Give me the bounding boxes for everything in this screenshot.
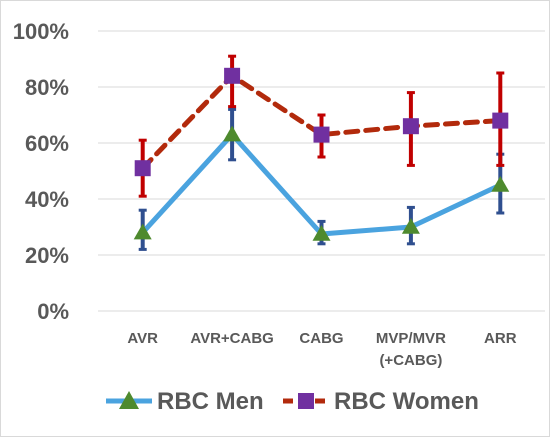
y-tick-label: 60% [25,131,69,156]
legend-item: RBC Men [106,388,264,415]
x-tick-label: ARR [484,330,517,347]
y-tick-label: 0% [37,299,69,324]
x-tick-label: CABG [299,330,343,347]
y-tick-label: 20% [25,243,69,268]
x-tick-label: MVP/MVR [376,330,446,347]
y-tick-label: 100% [13,19,69,44]
data-point-marker [223,125,242,142]
data-point-marker [312,225,331,241]
data-point-marker [133,223,152,240]
legend-marker [298,393,314,409]
series-rbc-women [134,54,509,198]
y-tick-label: 40% [25,187,69,212]
legend-label: RBC Women [334,388,479,415]
x-tick-label: AVR+CABG [190,330,273,347]
data-point-marker [402,118,419,135]
data-point-marker [134,160,151,177]
y-tick-label: 80% [25,75,69,100]
data-point-marker [491,176,510,192]
x-tick-label: (+CABG) [379,352,442,369]
data-point-marker [401,218,420,234]
data-point-marker [492,112,509,129]
series-line [140,73,503,171]
legend-label: RBC Men [157,388,264,415]
x-tick-label: AVR [127,330,158,347]
data-point-marker [313,126,330,143]
series-rbc-men [133,107,510,251]
legend-marker [119,391,139,409]
data-point-marker [224,67,241,84]
legend-item: RBC Women [283,388,479,415]
